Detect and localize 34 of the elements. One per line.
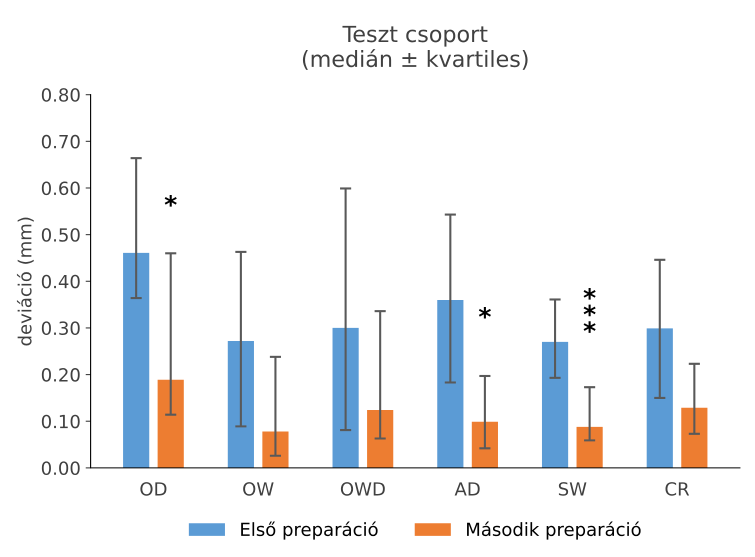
x-tick-label: AD (454, 482, 480, 496)
x-tick-label: CR (666, 482, 690, 496)
annotation: * (164, 194, 177, 207)
y-axis-title: deviáció (mm) (16, 218, 34, 346)
x-tick-label: OW (243, 482, 274, 496)
x-tick-label: SW (558, 482, 586, 496)
chart-title: Teszt csoport (medián ± kvartiles) (302, 26, 528, 70)
y-tick-label: 0.70 (42, 134, 80, 148)
y-tick-label: 0.80 (42, 88, 80, 102)
y-tick-label: 0.30 (42, 321, 80, 336)
bar (576, 426, 603, 468)
y-tick-label: 0.50 (42, 228, 80, 242)
bar (123, 252, 150, 468)
y-tick-label: 0.60 (42, 181, 80, 196)
legend-label: Első preparáció (241, 521, 378, 540)
legend-label: Második preparáció (467, 521, 641, 540)
bar (542, 342, 568, 468)
bar (367, 410, 394, 468)
bar (472, 422, 498, 468)
y-tick-label: 0.40 (42, 274, 80, 288)
bar (158, 380, 184, 468)
annotation: *** (584, 288, 596, 333)
annotation: * (478, 306, 491, 319)
y-tick-label: 0.10 (42, 414, 80, 428)
y-tick-label: 0.00 (42, 461, 80, 475)
x-tick-label: OD (140, 482, 166, 496)
bar (332, 328, 359, 468)
y-tick-label: 0.20 (42, 368, 80, 382)
bar (228, 340, 254, 468)
x-tick-label: OWD (340, 482, 385, 496)
bar (437, 300, 464, 468)
bar (262, 431, 289, 468)
bar (681, 408, 708, 468)
bar (646, 328, 673, 468)
